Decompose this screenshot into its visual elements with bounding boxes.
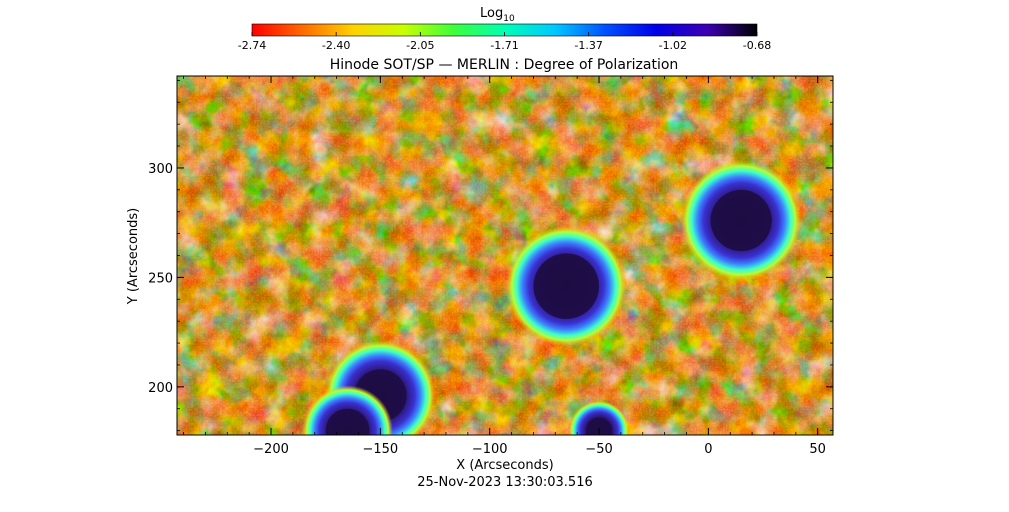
x-tick-label: −100 xyxy=(472,442,508,457)
x-tick-label: −150 xyxy=(363,442,399,457)
y-axis-ticks: 200 250 300 xyxy=(148,79,833,432)
x-axis-label: X (Arcseconds) xyxy=(456,458,553,473)
y-tick-label: 200 xyxy=(148,381,173,396)
sunspots xyxy=(302,160,802,435)
colorbar-tick-label: -2.74 xyxy=(238,39,266,52)
x-tick-label: 0 xyxy=(704,442,712,457)
colorbar-tick-label: -1.37 xyxy=(574,39,602,52)
x-tick-label: −50 xyxy=(585,442,612,457)
x-tick-label: 50 xyxy=(809,442,826,457)
colorbar-label: Log10 xyxy=(480,6,515,24)
colorbar-ticks: -2.74 -2.40 -2.05 -1.71 -1.37 -1.02 -0.68 xyxy=(238,32,771,52)
sunspot-umbra xyxy=(585,417,613,435)
colorbar-tick-label: -2.40 xyxy=(322,39,350,52)
colorbar: Log10 -2.74 -2.40 -2.05 -1.71 -1.37 -1.02 -0.6… xyxy=(238,6,771,52)
plot-title: Hinode SOT/SP — MERLIN : Degree of Polar… xyxy=(330,57,679,73)
timestamp: 25-Nov-2023 13:30:03.516 xyxy=(417,475,593,490)
y-tick-label: 250 xyxy=(148,271,173,286)
y-axis-label: Y (Arcseconds) xyxy=(126,208,141,305)
sunspot-umbra xyxy=(710,189,772,252)
colorbar-tick-label: -1.71 xyxy=(490,39,518,52)
y-tick-label: 300 xyxy=(148,162,173,177)
x-axis-ticks: −200 −150 −100 −50 0 50 xyxy=(183,76,826,457)
sunspot-umbra xyxy=(325,408,370,435)
colorbar-tick-label: -0.68 xyxy=(743,39,771,52)
sunspot-umbra xyxy=(533,253,600,319)
colorbar-tick-label: -1.02 xyxy=(659,39,687,52)
x-tick-label: −200 xyxy=(253,442,289,457)
polarization-map xyxy=(177,76,833,435)
colorbar-tick-label: -2.05 xyxy=(406,39,434,52)
